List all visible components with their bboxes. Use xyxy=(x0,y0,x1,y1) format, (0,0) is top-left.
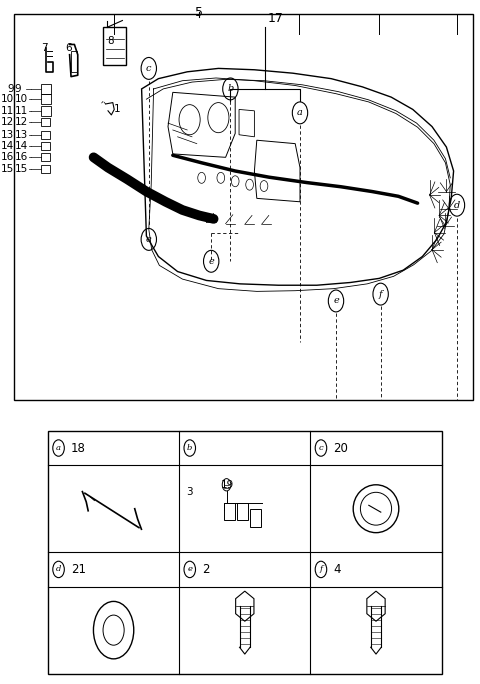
Text: 12: 12 xyxy=(1,117,14,127)
Text: b: b xyxy=(227,84,234,94)
Bar xyxy=(41,118,50,126)
Text: 1: 1 xyxy=(113,105,120,114)
Bar xyxy=(14,14,473,400)
Text: 17: 17 xyxy=(268,12,284,25)
Text: 4: 4 xyxy=(334,563,341,576)
Text: d: d xyxy=(56,566,61,573)
Text: 11: 11 xyxy=(14,106,28,116)
Bar xyxy=(41,165,50,173)
Text: 15: 15 xyxy=(14,164,28,174)
Text: 16: 16 xyxy=(14,153,28,162)
Bar xyxy=(237,503,248,521)
Text: 21: 21 xyxy=(71,563,86,576)
Text: 3: 3 xyxy=(186,486,193,497)
Bar xyxy=(250,510,261,527)
Text: 6: 6 xyxy=(65,43,72,53)
Text: 15: 15 xyxy=(1,164,14,174)
Text: e: e xyxy=(333,296,339,306)
Text: e: e xyxy=(187,566,192,573)
Bar xyxy=(41,142,50,150)
Text: 9: 9 xyxy=(14,84,21,94)
Text: 8: 8 xyxy=(108,36,114,46)
Text: 9: 9 xyxy=(8,84,14,94)
Text: 20: 20 xyxy=(334,441,348,455)
Text: 13: 13 xyxy=(1,130,14,140)
Text: 18: 18 xyxy=(71,441,86,455)
Text: c: c xyxy=(146,64,152,73)
Text: 13: 13 xyxy=(14,130,28,140)
Text: a: a xyxy=(56,444,61,452)
Bar xyxy=(71,51,77,72)
Text: 19: 19 xyxy=(221,479,234,490)
Text: e: e xyxy=(146,235,152,244)
Text: 14: 14 xyxy=(1,141,14,150)
Text: 16: 16 xyxy=(1,153,14,162)
Text: a: a xyxy=(297,108,303,118)
Text: 2: 2 xyxy=(202,563,210,576)
Text: 7: 7 xyxy=(41,43,48,53)
Text: d: d xyxy=(454,200,460,210)
Bar xyxy=(41,106,51,116)
Text: f: f xyxy=(379,289,383,299)
Bar xyxy=(103,27,126,65)
Text: f: f xyxy=(319,566,323,573)
Text: 12: 12 xyxy=(14,117,28,127)
Bar xyxy=(224,503,235,521)
Text: 14: 14 xyxy=(14,141,28,150)
Text: c: c xyxy=(319,444,324,452)
Bar xyxy=(48,431,442,674)
Bar xyxy=(41,131,50,139)
Text: 5: 5 xyxy=(195,6,203,19)
Text: 10: 10 xyxy=(14,94,27,104)
Text: e: e xyxy=(208,256,214,266)
Bar xyxy=(41,153,50,161)
Text: 11: 11 xyxy=(1,106,14,116)
Text: b: b xyxy=(187,444,192,452)
Text: 10: 10 xyxy=(1,94,14,104)
Bar xyxy=(41,94,51,104)
Bar xyxy=(41,84,51,94)
